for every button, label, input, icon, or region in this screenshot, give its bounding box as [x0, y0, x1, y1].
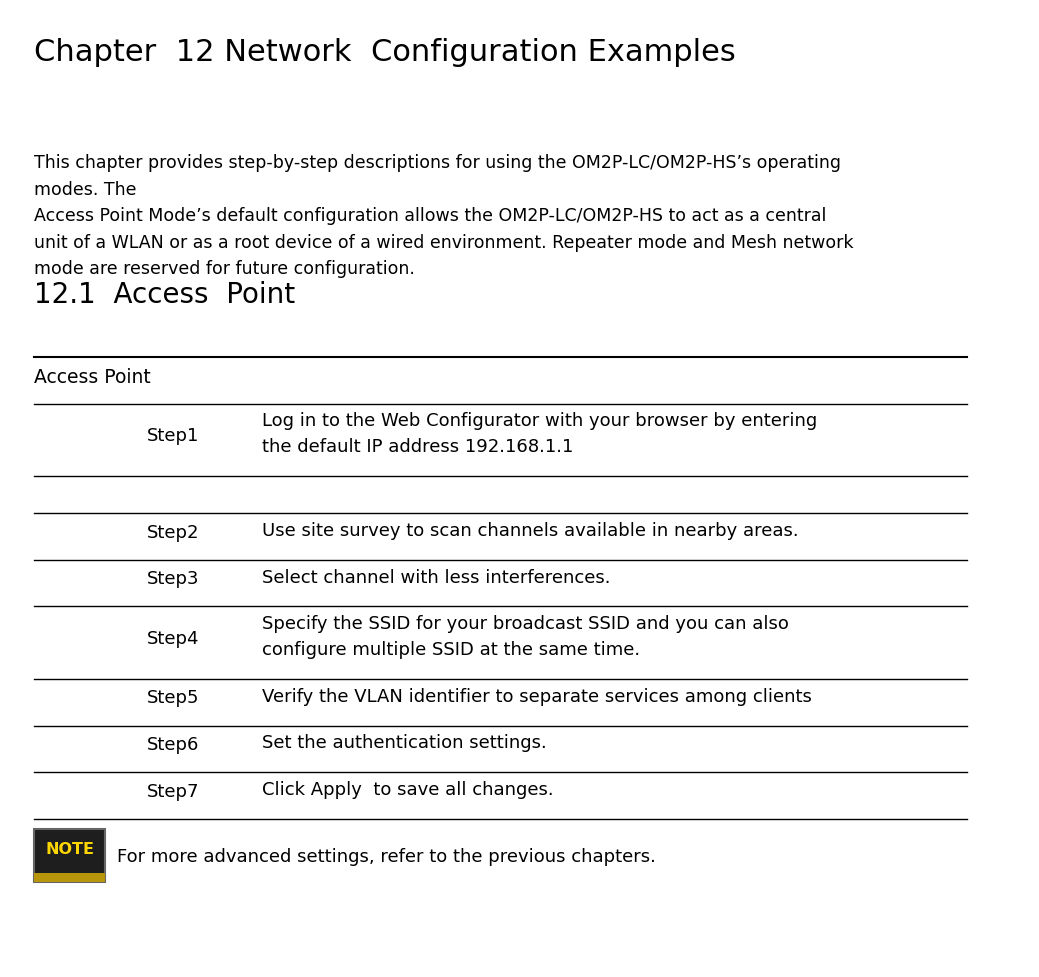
Bar: [34, 872, 105, 882]
Bar: [34, 829, 105, 882]
Text: Log in to the Web Configurator with your browser by entering
the default IP addr: Log in to the Web Configurator with your…: [262, 412, 818, 455]
Text: Step6: Step6: [146, 736, 199, 753]
Text: Step4: Step4: [146, 629, 199, 647]
Text: Step3: Step3: [146, 570, 199, 587]
Text: For more advanced settings, refer to the previous chapters.: For more advanced settings, refer to the…: [117, 847, 657, 865]
Text: Verify the VLAN identifier to separate services among clients: Verify the VLAN identifier to separate s…: [262, 687, 812, 705]
Text: Step5: Step5: [146, 689, 199, 706]
Text: Step7: Step7: [146, 782, 199, 800]
Text: Step1: Step1: [146, 427, 199, 445]
Text: Use site survey to scan channels available in nearby areas.: Use site survey to scan channels availab…: [262, 522, 799, 539]
Text: Set the authentication settings.: Set the authentication settings.: [262, 734, 547, 751]
Text: 12.1  Access  Point: 12.1 Access Point: [34, 280, 295, 308]
Text: This chapter provides step-by-step descriptions for using the OM2P-LC/OM2P-HS’s : This chapter provides step-by-step descr…: [34, 154, 853, 277]
Text: Step2: Step2: [146, 523, 199, 541]
Text: NOTE: NOTE: [45, 841, 95, 856]
Text: Chapter  12 Network  Configuration Examples: Chapter 12 Network Configuration Example…: [34, 38, 736, 67]
Text: Specify the SSID for your broadcast SSID and you can also
configure multiple SSI: Specify the SSID for your broadcast SSID…: [262, 615, 789, 658]
Text: Click Apply  to save all changes.: Click Apply to save all changes.: [262, 780, 554, 798]
Text: Access Point: Access Point: [34, 367, 151, 386]
Text: Select channel with less interferences.: Select channel with less interferences.: [262, 568, 611, 586]
